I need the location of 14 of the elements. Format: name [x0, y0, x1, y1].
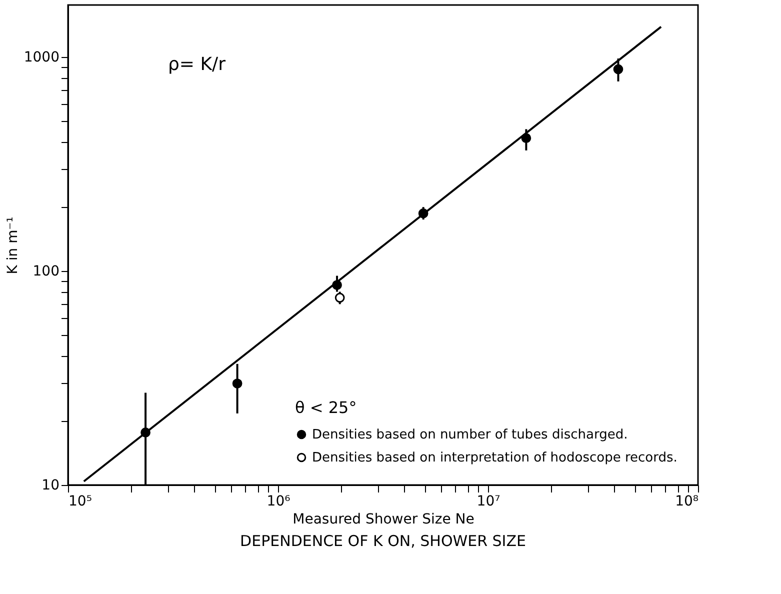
y-tick-label: 100	[32, 264, 60, 280]
annotation: ρ= K/r	[168, 54, 226, 75]
legend-label: Densities based on number of tubes discharged.	[312, 428, 628, 442]
y-tick-label: 1000	[24, 50, 60, 66]
legend-title: θ < 25°	[295, 398, 357, 417]
x-tick-label: 10⁵	[68, 494, 92, 510]
legend-label: Densities based on interpretation of hodoscope records.	[312, 450, 678, 466]
x-tick-label: 10⁷	[476, 494, 500, 510]
x-axis-title: Measured Shower Size Ne	[292, 512, 474, 528]
x-tick-label: 10⁸	[675, 494, 699, 510]
x-tick-label: 10⁶	[266, 494, 291, 510]
y-axis-title: K in m⁻¹	[4, 216, 21, 274]
y-tick-label: 10	[42, 478, 60, 494]
text: DEPENDENCE OF K ON, SHOWER SIZE	[240, 532, 526, 550]
